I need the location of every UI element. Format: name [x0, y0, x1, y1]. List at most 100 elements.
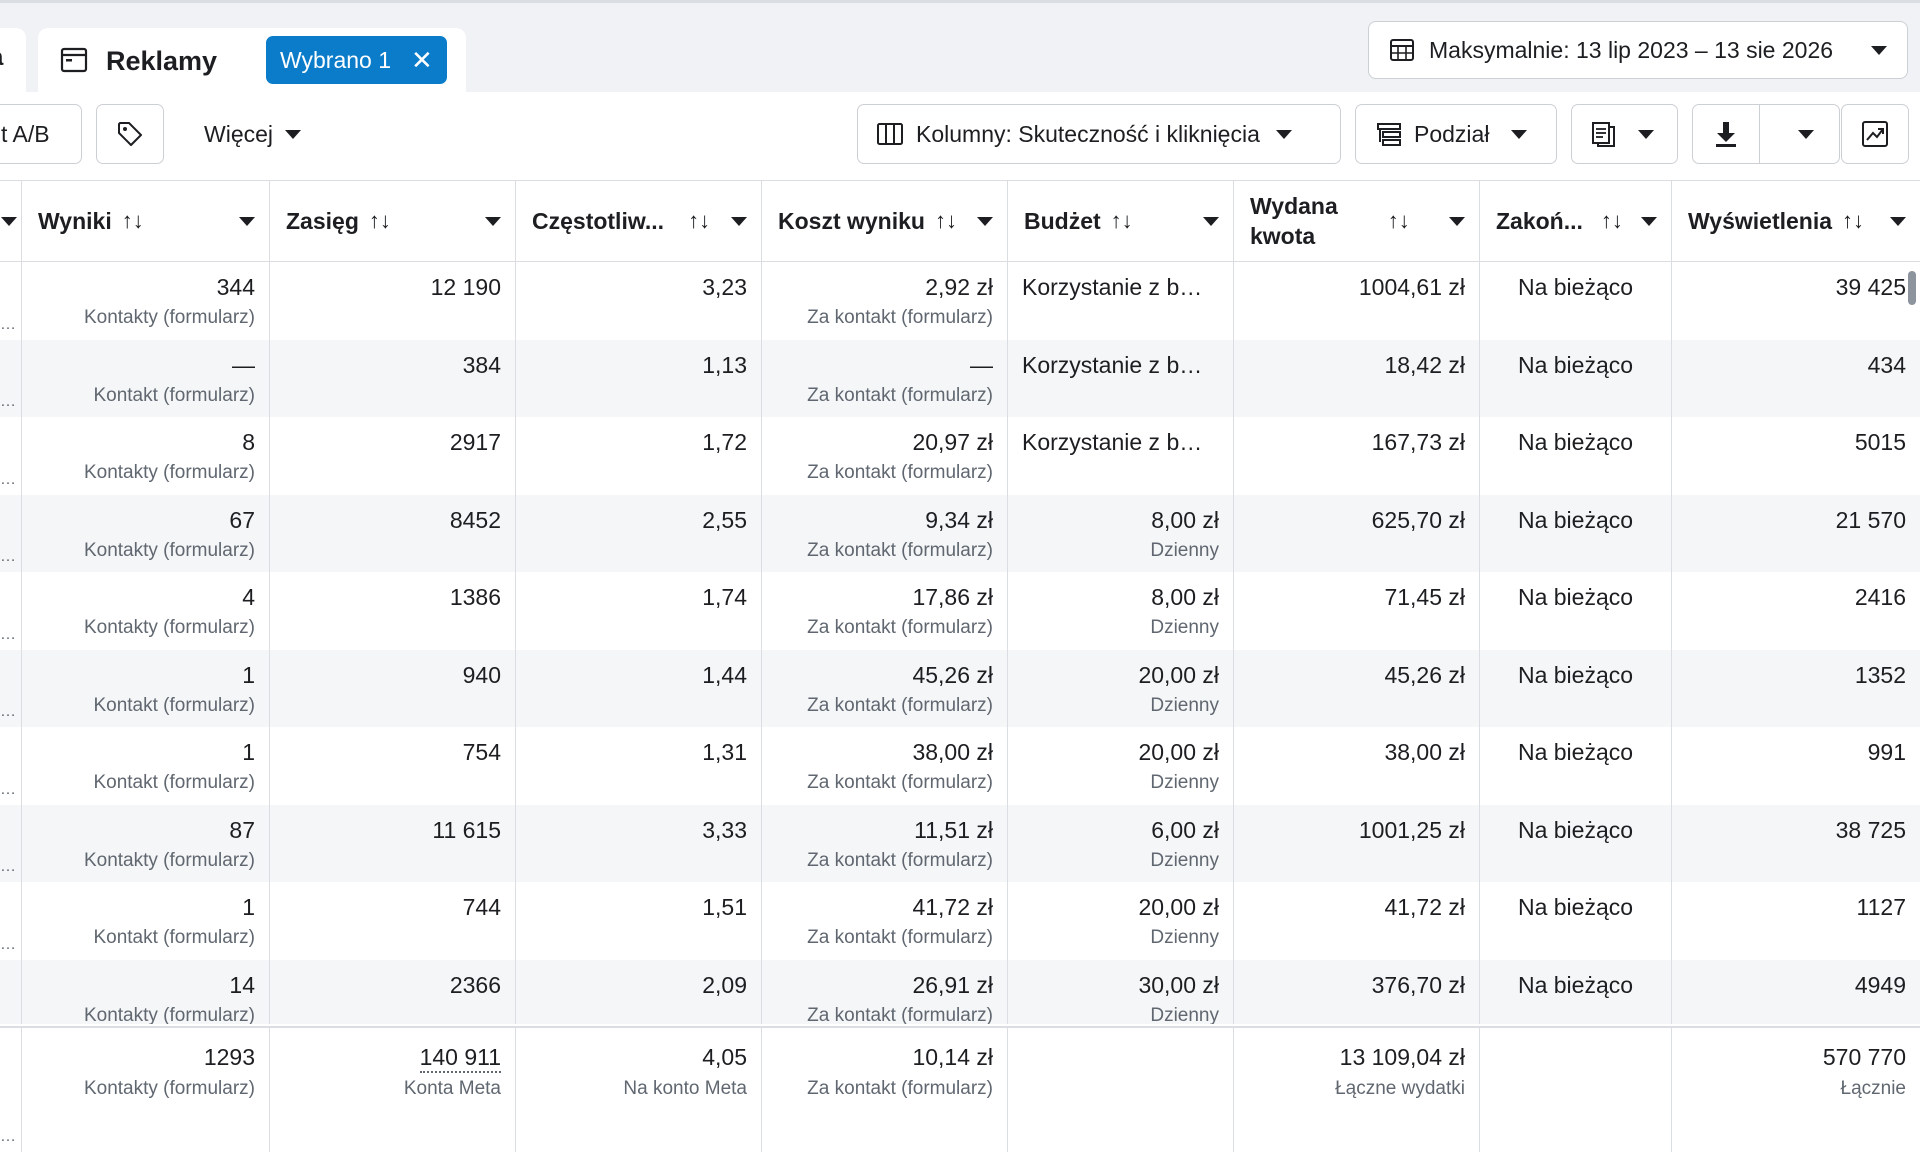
breakdown-label: Podział [1414, 120, 1490, 147]
results-value: — [232, 351, 255, 378]
chevron-down-icon[interactable] [1449, 217, 1465, 226]
results-value: 8 [242, 429, 255, 455]
cost-value: 20,97 zł [912, 429, 993, 455]
table-row[interactable]: … 1 Kontakt (formularz) 940 1,44 45,26 zł Za k… [0, 649, 1920, 728]
cell-cost: 26,91 zł Za kontakt (formularz) [762, 959, 1008, 1024]
chevron-down-icon[interactable] [1641, 217, 1657, 226]
sort-icon[interactable]: ↑↓ [121, 208, 144, 233]
close-icon[interactable]: ✕ [411, 45, 433, 75]
table-row[interactable]: … 1 Kontakt (formularz) 744 1,51 41,72 zł Za k… [0, 882, 1920, 960]
frequency-value: 1,51 [702, 894, 747, 920]
results-value: 67 [229, 506, 255, 533]
table-row[interactable]: … 1 Kontakt (formularz) 754 1,31 38,00 zł Za k… [0, 727, 1920, 805]
table-row[interactable]: … 8 Kontakty (formularz) 2917 1,72 20,97 zł Za… [0, 417, 1920, 495]
cell-ends: Na bieżąco [1480, 882, 1672, 960]
ends-value: Na bieżąco [1517, 971, 1634, 998]
cell-impressions: 1352 [1672, 650, 1920, 728]
total-reach-cell: 140 911 Konta Meta [270, 1028, 516, 1152]
ends-value: Na bieżąco [1517, 506, 1634, 533]
reach-value: 8452 [449, 506, 501, 533]
cell-impressions: 5015 [1672, 417, 1920, 495]
vertical-scrollbar[interactable] [1908, 271, 1916, 305]
impressions-value: 4949 [1854, 971, 1906, 998]
chevron-down-icon[interactable] [977, 217, 993, 226]
chevron-down-icon[interactable] [731, 217, 747, 226]
chevron-down-icon [1275, 129, 1292, 139]
header-impressions[interactable]: Wyświetlenia ↑↓ [1672, 181, 1920, 261]
spent-value: 1004,61 zł [1358, 274, 1465, 300]
date-range-picker[interactable]: Maksymalnie: 13 lip 2023 – 13 sie 2026 [1368, 21, 1908, 79]
table-row[interactable]: … 4 Kontakty (formularz) 1386 1,74 17,86 zł Za… [0, 572, 1920, 650]
tab-ads[interactable]: Reklamy Wybrano 1 ✕ [38, 28, 466, 94]
chevron-down-icon[interactable] [1203, 217, 1219, 226]
more-button[interactable]: Więcej [190, 104, 330, 164]
chevron-down-icon[interactable] [485, 217, 501, 226]
header-ends[interactable]: Zakoń... ↑↓ [1480, 181, 1672, 261]
header-cost-per-result[interactable]: Koszt wyniku ↑↓ [762, 181, 1008, 261]
sort-icon[interactable]: ↑↓ [688, 208, 711, 233]
header-amount-spent[interactable]: Wydana kwota ↑↓ [1234, 181, 1480, 261]
chevron-down-icon[interactable] [239, 217, 255, 226]
breakdown-button[interactable]: Podział [1355, 104, 1557, 164]
reports-button[interactable] [1571, 104, 1678, 164]
header-spent-line1: Wydana [1250, 193, 1338, 219]
chevron-down-icon[interactable] [1, 217, 17, 226]
table-row[interactable]: … 344 Kontakty (formularz) 12 190 3,23 2,92 z… [0, 262, 1920, 340]
cell-cost: 9,34 zł Za kontakt (formularz) [762, 494, 1008, 572]
budget-subtext: Dzienny [1150, 1004, 1219, 1025]
cell-results: 14 Kontakty (formularz) [22, 959, 270, 1024]
cell-cost: 11,51 zł Za kontakt (formularz) [762, 804, 1008, 882]
tab-previous[interactable]: a [0, 28, 26, 94]
cell-cost: 20,97 zł Za kontakt (formularz) [762, 417, 1008, 495]
cell-ends: Na bieżąco [1480, 727, 1672, 805]
table-row[interactable]: … 14 Kontakty (formularz) 2366 2,09 26,91 zł Z… [0, 959, 1920, 1025]
sort-icon[interactable]: ↑↓ [1110, 208, 1133, 233]
cell-ends: Na bieżąco [1480, 649, 1672, 727]
spent-value: 71,45 zł [1384, 584, 1465, 610]
sort-icon[interactable]: ↑↓ [368, 208, 391, 233]
charts-button[interactable] [1841, 104, 1909, 164]
header-results[interactable]: Wyniki ↑↓ [22, 181, 270, 261]
ends-value: Na bieżąco [1517, 584, 1634, 610]
table-row[interactable]: … 67 Kontakty (formularz) 8452 2,55 9,34 zł Za… [0, 494, 1920, 573]
ab-test-button[interactable]: t A/B [0, 104, 82, 164]
cell-spent: 71,45 zł [1234, 572, 1480, 650]
export-options-button[interactable] [1772, 105, 1839, 163]
cell-impressions: 21 570 [1672, 495, 1920, 573]
impressions-value: 434 [1867, 351, 1906, 378]
table-row[interactable]: … 87 Kontakty (formularz) 11 615 3,33 11,51 z… [0, 804, 1920, 882]
frequency-value: 1,74 [702, 584, 747, 610]
header-stub [0, 181, 22, 261]
header-budget[interactable]: Budżet ↑↓ [1008, 181, 1234, 261]
total-impressions-sub: Łącznie [1840, 1078, 1907, 1099]
cost-value: 17,86 zł [912, 584, 993, 610]
results-value: 344 [216, 274, 255, 300]
cell-spent: 376,70 zł [1234, 959, 1480, 1024]
tag-button[interactable] [96, 104, 164, 164]
chevron-down-icon[interactable] [1890, 217, 1906, 226]
total-impressions: 570 770 [1822, 1044, 1906, 1070]
selected-chip[interactable]: Wybrano 1 ✕ [266, 36, 447, 84]
table-row[interactable]: … — Kontakt (formularz) 384 1,13 — Za kontakt … [0, 339, 1920, 417]
budget-value: 6,00 zł [1151, 816, 1219, 843]
sort-icon[interactable]: ↑↓ [1842, 208, 1865, 233]
download-button[interactable] [1693, 105, 1760, 163]
ends-value: Na bieżąco [1517, 816, 1634, 843]
total-reach[interactable]: 140 911 [419, 1044, 501, 1073]
cell-results: 8 Kontakty (formularz) [22, 417, 270, 495]
budget-subtext: Dzienny [1150, 849, 1219, 871]
results-value: 14 [229, 971, 255, 998]
sort-icon[interactable]: ↑↓ [1600, 208, 1623, 233]
sort-icon[interactable]: ↑↓ [934, 208, 957, 233]
header-frequency[interactable]: Częstotliw... ↑↓ [516, 181, 762, 261]
cell-reach: 754 [270, 727, 516, 805]
cell-budget: 20,00 zł Dzienny [1008, 649, 1234, 727]
date-range-label: Maksymalnie: 13 lip 2023 – 13 sie 2026 [1429, 36, 1834, 63]
columns-button[interactable]: Kolumny: Skuteczność i kliknięcia [857, 104, 1341, 164]
impressions-value: 1127 [1856, 894, 1906, 920]
reach-value: 12 190 [430, 274, 501, 300]
sort-icon[interactable]: ↑↓ [1387, 208, 1410, 233]
header-reach[interactable]: Zasięg ↑↓ [270, 181, 516, 261]
cost-value: 26,91 zł [912, 971, 993, 998]
header-impressions-label: Wyświetlenia [1688, 207, 1833, 234]
